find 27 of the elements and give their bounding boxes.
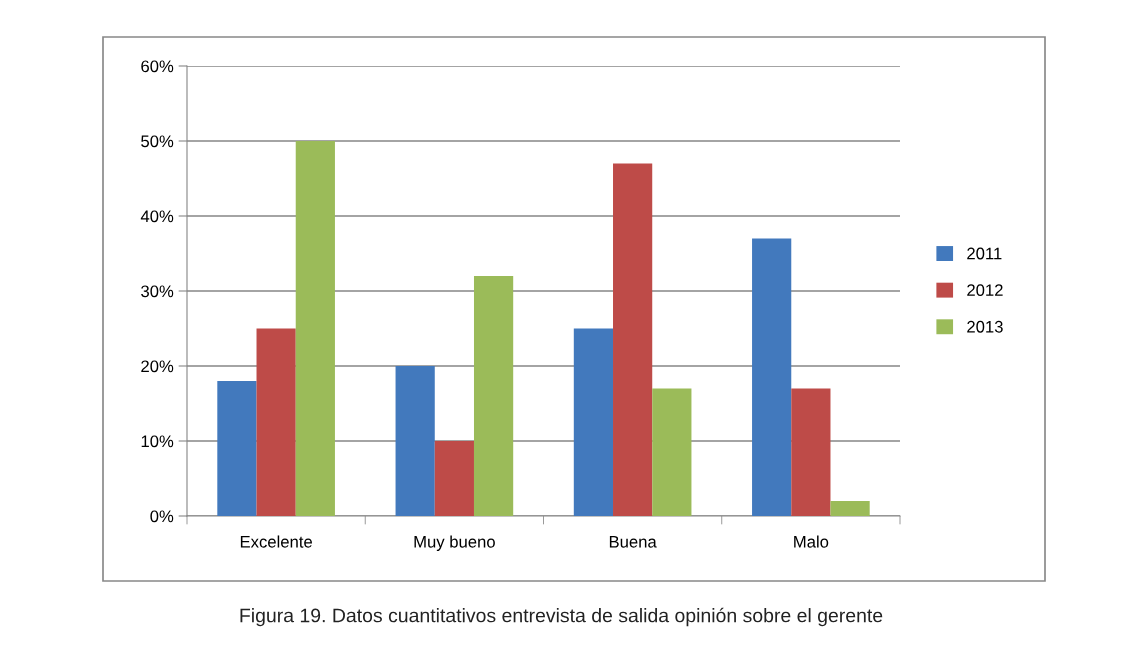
y-tick-label: 50% xyxy=(141,135,174,148)
bar xyxy=(652,388,692,516)
y-tick-label: 0% xyxy=(150,510,174,523)
y-tick-label: 10% xyxy=(141,435,174,448)
y-tick-label: 20% xyxy=(141,360,174,373)
legend-label: 2013 xyxy=(967,320,1003,333)
x-tick-label: Muy bueno xyxy=(414,535,495,551)
x-tick-label: Excelente xyxy=(240,535,312,548)
legend-label: 2012 xyxy=(967,284,1003,297)
y-tick-label: 60% xyxy=(141,60,174,73)
bar xyxy=(752,238,792,516)
bar xyxy=(217,381,257,516)
bar xyxy=(613,163,653,516)
x-tick-label: Buena xyxy=(609,536,657,548)
y-tick-label: 40% xyxy=(140,210,174,223)
bar xyxy=(573,328,614,516)
bar xyxy=(473,276,514,516)
bar xyxy=(434,441,474,516)
x-tick-label: Malo xyxy=(794,535,829,548)
bar xyxy=(830,501,870,516)
legend-label: 2011 xyxy=(967,247,1002,260)
bar xyxy=(395,366,435,516)
y-tick-label: 30% xyxy=(141,285,174,298)
text: Figura 19. Datos cuantitativos entrevista de salida opinión sobre el gerente xyxy=(240,607,883,627)
bar xyxy=(791,388,831,516)
bar xyxy=(295,141,335,516)
bar xyxy=(256,328,296,516)
